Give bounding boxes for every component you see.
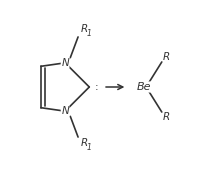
Text: R: R [163, 52, 170, 62]
Text: N: N [61, 58, 69, 68]
Text: R: R [163, 112, 170, 122]
Text: 1: 1 [86, 143, 91, 152]
Text: R: R [81, 24, 88, 34]
Text: N: N [61, 106, 69, 116]
Text: 1: 1 [86, 29, 91, 38]
Text: Be: Be [136, 82, 151, 92]
Text: :: : [94, 82, 98, 92]
Text: R: R [81, 138, 88, 148]
